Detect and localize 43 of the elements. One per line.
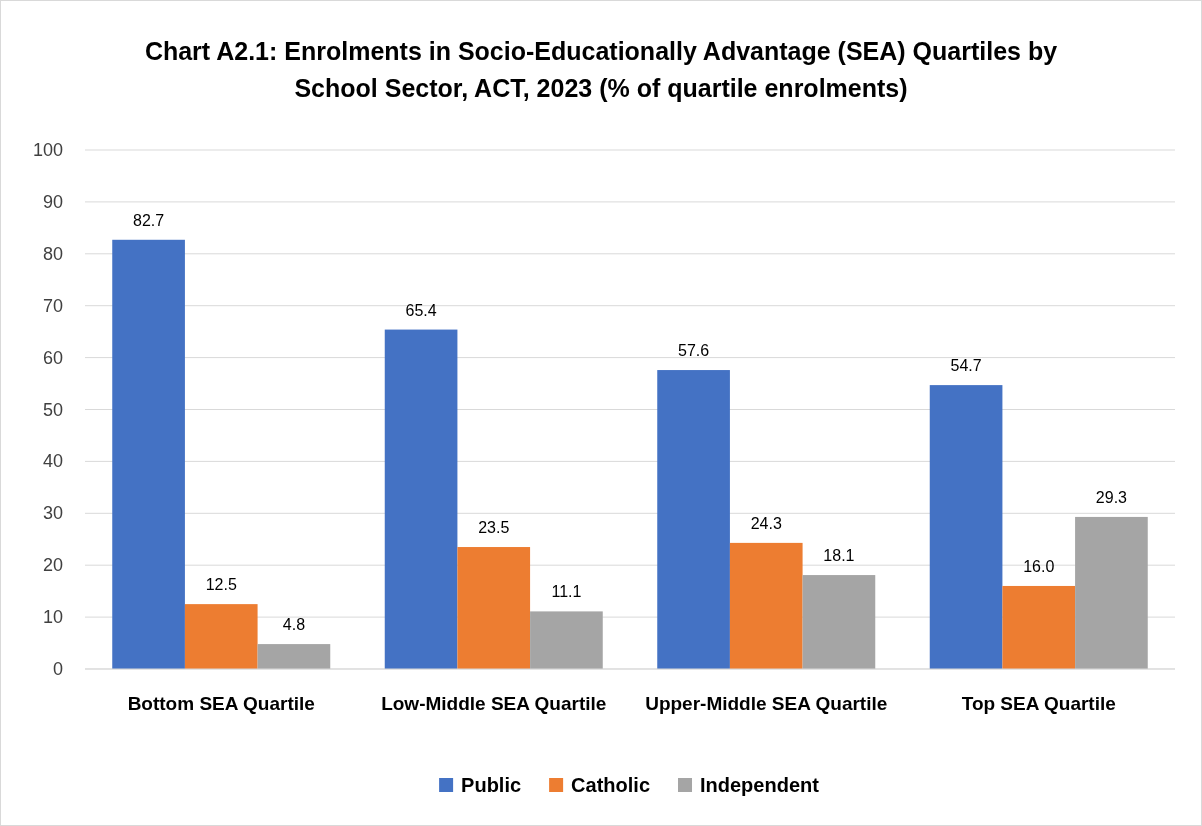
y-tick-label: 50: [42, 399, 63, 420]
text: 65.4: [405, 301, 437, 319]
text: 24.3: [750, 514, 782, 532]
y-tick-label: 70: [42, 295, 63, 316]
x-tick-label: Upper-Middle SEA Quartile: [645, 693, 888, 714]
text: 18.1: [823, 547, 855, 565]
y-tick-label: 40: [42, 451, 63, 472]
text: 54.7: [950, 357, 982, 375]
y-tick-label: 80: [42, 243, 63, 264]
bar: [657, 370, 730, 669]
y-tick-label: 0: [52, 659, 63, 679]
legend-label: Public: [461, 774, 522, 796]
bar: [929, 385, 1003, 669]
bar: [1002, 585, 1076, 669]
text: 12.5: [205, 576, 237, 594]
bar: [1075, 516, 1148, 669]
text: 29.3: [1095, 488, 1127, 506]
bar: [729, 542, 803, 669]
bar: [112, 239, 185, 669]
y-tick-label: 100: [32, 140, 63, 160]
bar: [530, 611, 603, 669]
legend-label: Catholic: [571, 774, 651, 796]
legend-label: Independent: [700, 774, 820, 796]
text: 11.1: [551, 583, 582, 601]
bar: [257, 644, 331, 669]
bar: [457, 547, 531, 669]
x-tick-label: Bottom SEA Quartile: [127, 693, 315, 714]
y-tick-label: 60: [42, 347, 63, 368]
bar: [184, 604, 258, 669]
y-tick-label: 10: [42, 607, 63, 628]
y-tick-label: 90: [42, 191, 63, 212]
chart-title: Chart A2.1: Enrolments in Socio-Educationally Advantage (SEA) Quartiles by School Sector, ACT, 2023 (% of quartile enrolments): [144, 37, 1058, 102]
x-tick-label: Top SEA Quartile: [961, 693, 1116, 714]
text: 57.6: [678, 342, 710, 360]
text: 4.8: [282, 616, 306, 634]
y-tick-label: 30: [42, 503, 63, 524]
text: 16.0: [1023, 557, 1055, 575]
bar: [802, 575, 876, 669]
text: 82.7: [133, 211, 165, 229]
y-tick-label: 20: [42, 555, 63, 576]
x-tick-label: Low-Middle SEA Quartile: [381, 693, 607, 714]
bar: [384, 329, 458, 669]
text: 23.5: [478, 519, 510, 537]
